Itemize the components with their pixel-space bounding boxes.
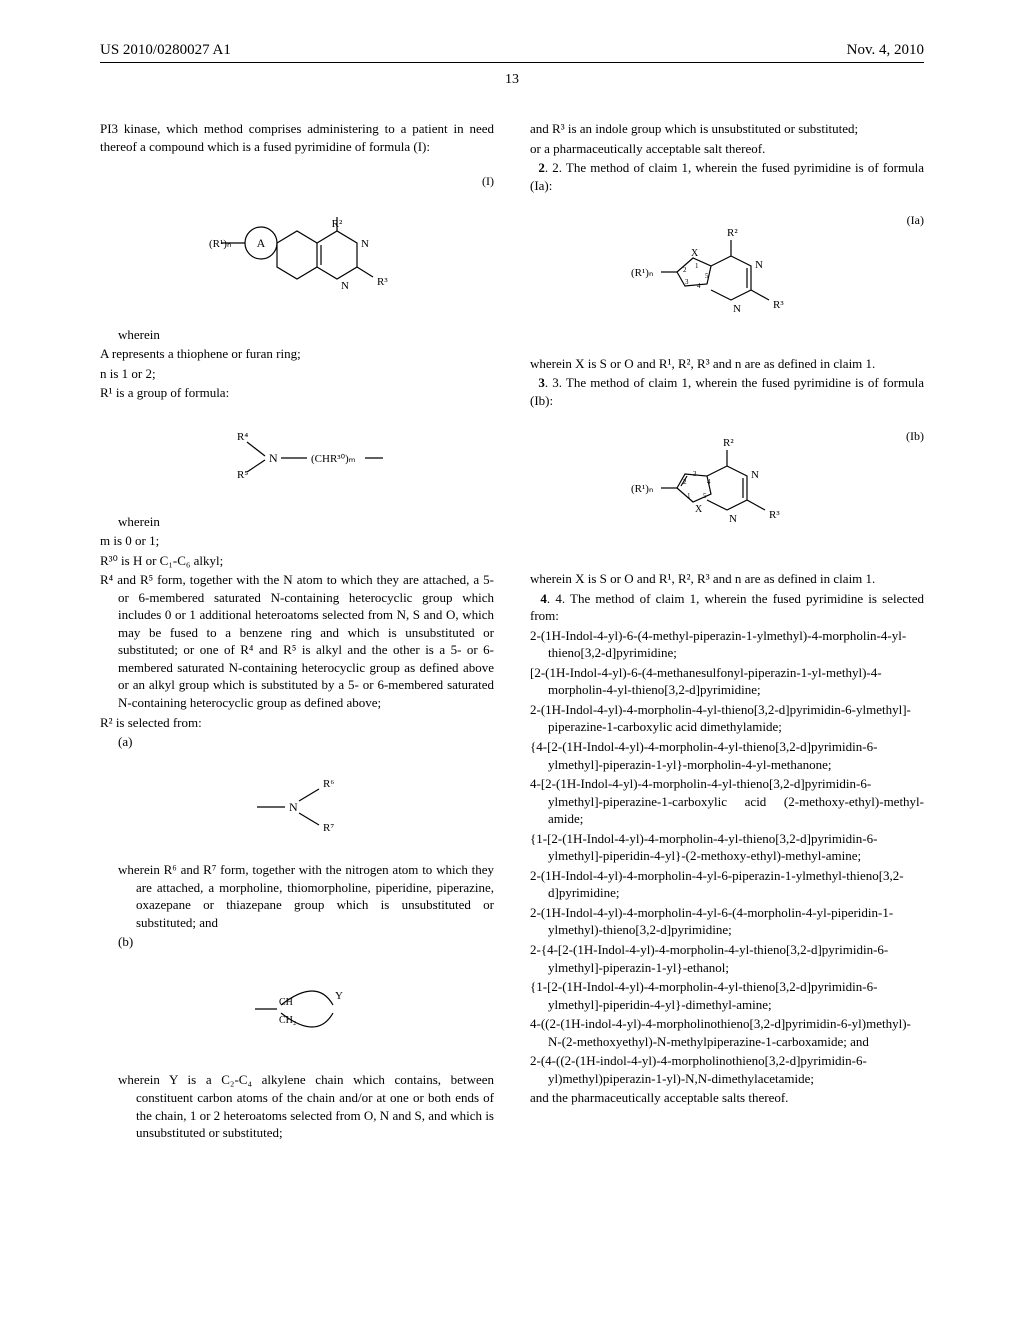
- compound-6: 2-(1H-Indol-4-yl)-4-morpholin-4-yl-6-pip…: [530, 867, 924, 902]
- intro-text: PI3 kinase, which method comprises admin…: [100, 120, 494, 155]
- line-R1: R¹ is a group of formula:: [100, 384, 494, 402]
- claim-4-num: 4: [540, 591, 547, 606]
- claim-2-body: 2. The method of claim 1, wherein the fu…: [530, 160, 924, 193]
- compound-4: 4-[2-(1H-Indol-4-yl)-4-morpholin-4-yl-th…: [530, 775, 924, 828]
- structure-Ia-svg: (R¹)ₙ X 2 1 5 4 3 N N R²: [613, 212, 823, 332]
- line-R4R5: R⁴ and R⁵ form, together with the N atom…: [100, 571, 494, 711]
- formula-a: N R⁶ R⁷: [100, 769, 494, 844]
- svg-text:2: 2: [683, 266, 687, 274]
- claim-4-body: 4. The method of claim 1, wherein the fu…: [530, 591, 924, 624]
- claim-3-wherein: wherein X is S or O and R¹, R², R³ and n…: [530, 570, 924, 588]
- claim-2-num: 2: [538, 160, 545, 175]
- publication-number: US 2010/0280027 A1: [100, 40, 231, 60]
- formula-Ib: (Ib) (R¹)ₙ X 2 3 4 5 1 N N: [530, 428, 924, 553]
- formula-I-label: (I): [482, 173, 494, 189]
- compound-0: 2-(1H-Indol-4-yl)-6-(4-methyl-piperazin-…: [530, 627, 924, 662]
- compound-5: {1-[2-(1H-Indol-4-yl)-4-morpholin-4-yl-t…: [530, 830, 924, 865]
- label-a: (a): [100, 733, 494, 751]
- svg-text:A: A: [257, 236, 266, 250]
- formula-b: CH CH₂ Y: [100, 969, 494, 1054]
- svg-text:R⁶: R⁶: [323, 778, 334, 790]
- svg-text:N: N: [341, 280, 349, 292]
- compound-3: {4-[2-(1H-Indol-4-yl)-4-morpholin-4-yl-t…: [530, 738, 924, 773]
- svg-text:X: X: [691, 248, 699, 259]
- line-n: n is 1 or 2;: [100, 365, 494, 383]
- formula-R1-group: R⁴ R⁵ N (CHR³⁰)ₘ: [100, 420, 494, 495]
- compound-2: 2-(1H-Indol-4-yl)-4-morpholin-4-yl-thien…: [530, 701, 924, 736]
- body-columns: PI3 kinase, which method comprises admin…: [100, 120, 924, 1142]
- svg-text:(R¹)ₙ: (R¹)ₙ: [631, 483, 653, 495]
- page-number: 13: [100, 71, 924, 90]
- svg-text:N: N: [751, 469, 759, 481]
- claim-2-wherein: wherein X is S or O and R¹, R², R³ and n…: [530, 355, 924, 373]
- svg-text:N: N: [289, 800, 298, 814]
- line-m: m is 0 or 1;: [100, 532, 494, 550]
- claim-4-intro: 4. 4. The method of claim 1, wherein the…: [530, 590, 924, 625]
- line-R2: R² is selected from:: [100, 714, 494, 732]
- compound-10: 4-((2-(1H-indol-4-yl)-4-morpholinothieno…: [530, 1015, 924, 1050]
- formula-Ia: (Ia) (R¹)ₙ X 2 1 5 4 3 N N: [530, 212, 924, 337]
- svg-text:N: N: [729, 513, 737, 525]
- line-salt: or a pharmaceutically acceptable salt th…: [530, 140, 924, 158]
- compound-8: 2-{4-[2-(1H-Indol-4-yl)-4-morpholin-4-yl…: [530, 941, 924, 976]
- formula-Ia-label: (Ia): [907, 212, 924, 228]
- svg-text:X: X: [695, 504, 703, 515]
- structure-b-svg: CH CH₂ Y: [237, 969, 357, 1049]
- claim-3-body: 3. The method of claim 1, wherein the fu…: [530, 375, 924, 408]
- svg-text:R³: R³: [773, 299, 784, 311]
- compound-7: 2-(1H-Indol-4-yl)-4-morpholin-4-yl-6-(4-…: [530, 904, 924, 939]
- svg-text:(R¹)ₙ: (R¹)ₙ: [209, 238, 231, 250]
- svg-text:4: 4: [697, 282, 701, 290]
- wherein-2: wherein: [100, 513, 494, 531]
- structure-Ib-svg: (R¹)ₙ X 2 3 4 5 1 N N R²: [613, 428, 823, 548]
- svg-text:R⁴: R⁴: [237, 431, 248, 443]
- page-header: US 2010/0280027 A1 Nov. 4, 2010: [100, 40, 924, 63]
- claim-3-intro: 3. 3. The method of claim 1, wherein the…: [530, 374, 924, 409]
- structure-a-svg: N R⁶ R⁷: [237, 769, 357, 839]
- svg-text:(CHR³⁰)ₘ: (CHR³⁰)ₘ: [311, 453, 356, 465]
- svg-text:N: N: [755, 259, 763, 271]
- structure-R1-svg: R⁴ R⁵ N (CHR³⁰)ₘ: [207, 420, 387, 490]
- svg-text:R³: R³: [769, 509, 780, 521]
- compound-9: {1-[2-(1H-Indol-4-yl)-4-morpholin-4-yl-t…: [530, 978, 924, 1013]
- svg-text:5: 5: [705, 272, 709, 280]
- svg-text:3: 3: [693, 470, 697, 478]
- svg-text:R²: R²: [727, 227, 738, 239]
- text-a: wherein R⁶ and R⁷ form, together with th…: [100, 861, 494, 931]
- formula-Ib-label: (Ib): [906, 428, 924, 444]
- svg-text:(R¹)ₙ: (R¹)ₙ: [631, 267, 653, 279]
- salts-footer: and the pharmaceutically acceptable salt…: [530, 1089, 924, 1107]
- svg-text:Y: Y: [335, 990, 343, 1002]
- wherein-1: wherein: [100, 326, 494, 344]
- line-R30: R³⁰ is H or C₁-C₆ alkyl;: [100, 552, 494, 570]
- svg-text:R³: R³: [377, 276, 388, 288]
- claim-2-intro: 2. 2. The method of claim 1, wherein the…: [530, 159, 924, 194]
- text-b: wherein Y is a C₂-C₄ alkylene chain whic…: [100, 1071, 494, 1141]
- patent-page: US 2010/0280027 A1 Nov. 4, 2010 13 PI3 k…: [0, 0, 1024, 1320]
- svg-text:1: 1: [687, 492, 691, 500]
- svg-text:2: 2: [683, 478, 687, 486]
- svg-text:R⁷: R⁷: [323, 822, 334, 834]
- svg-text:R²: R²: [723, 437, 734, 449]
- svg-text:N: N: [361, 238, 369, 250]
- publication-date: Nov. 4, 2010: [847, 40, 924, 60]
- claim-3-num: 3: [538, 375, 545, 390]
- svg-text:1: 1: [695, 262, 699, 270]
- svg-text:3: 3: [685, 278, 689, 286]
- formula-I: (I) A (R¹)ₙ N R² N R³: [100, 173, 494, 308]
- line-A: A represents a thiophene or furan ring;: [100, 345, 494, 363]
- label-b: (b): [100, 933, 494, 951]
- compound-11: 2-(4-((2-(1H-indol-4-yl)-4-morpholinothi…: [530, 1052, 924, 1087]
- svg-text:CH: CH: [279, 997, 293, 1008]
- compound-1: [2-(1H-Indol-4-yl)-6-(4-methanesulfonyl-…: [530, 664, 924, 699]
- line-R3: and R³ is an indole group which is unsub…: [530, 120, 924, 138]
- svg-text:5: 5: [703, 492, 707, 500]
- svg-text:N: N: [733, 303, 741, 315]
- svg-text:4: 4: [707, 478, 711, 486]
- svg-text:N: N: [269, 451, 278, 465]
- structure-I-svg: A (R¹)ₙ N R² N R³: [191, 173, 391, 303]
- svg-text:CH₂: CH₂: [279, 1015, 296, 1026]
- svg-text:R⁵: R⁵: [237, 469, 248, 481]
